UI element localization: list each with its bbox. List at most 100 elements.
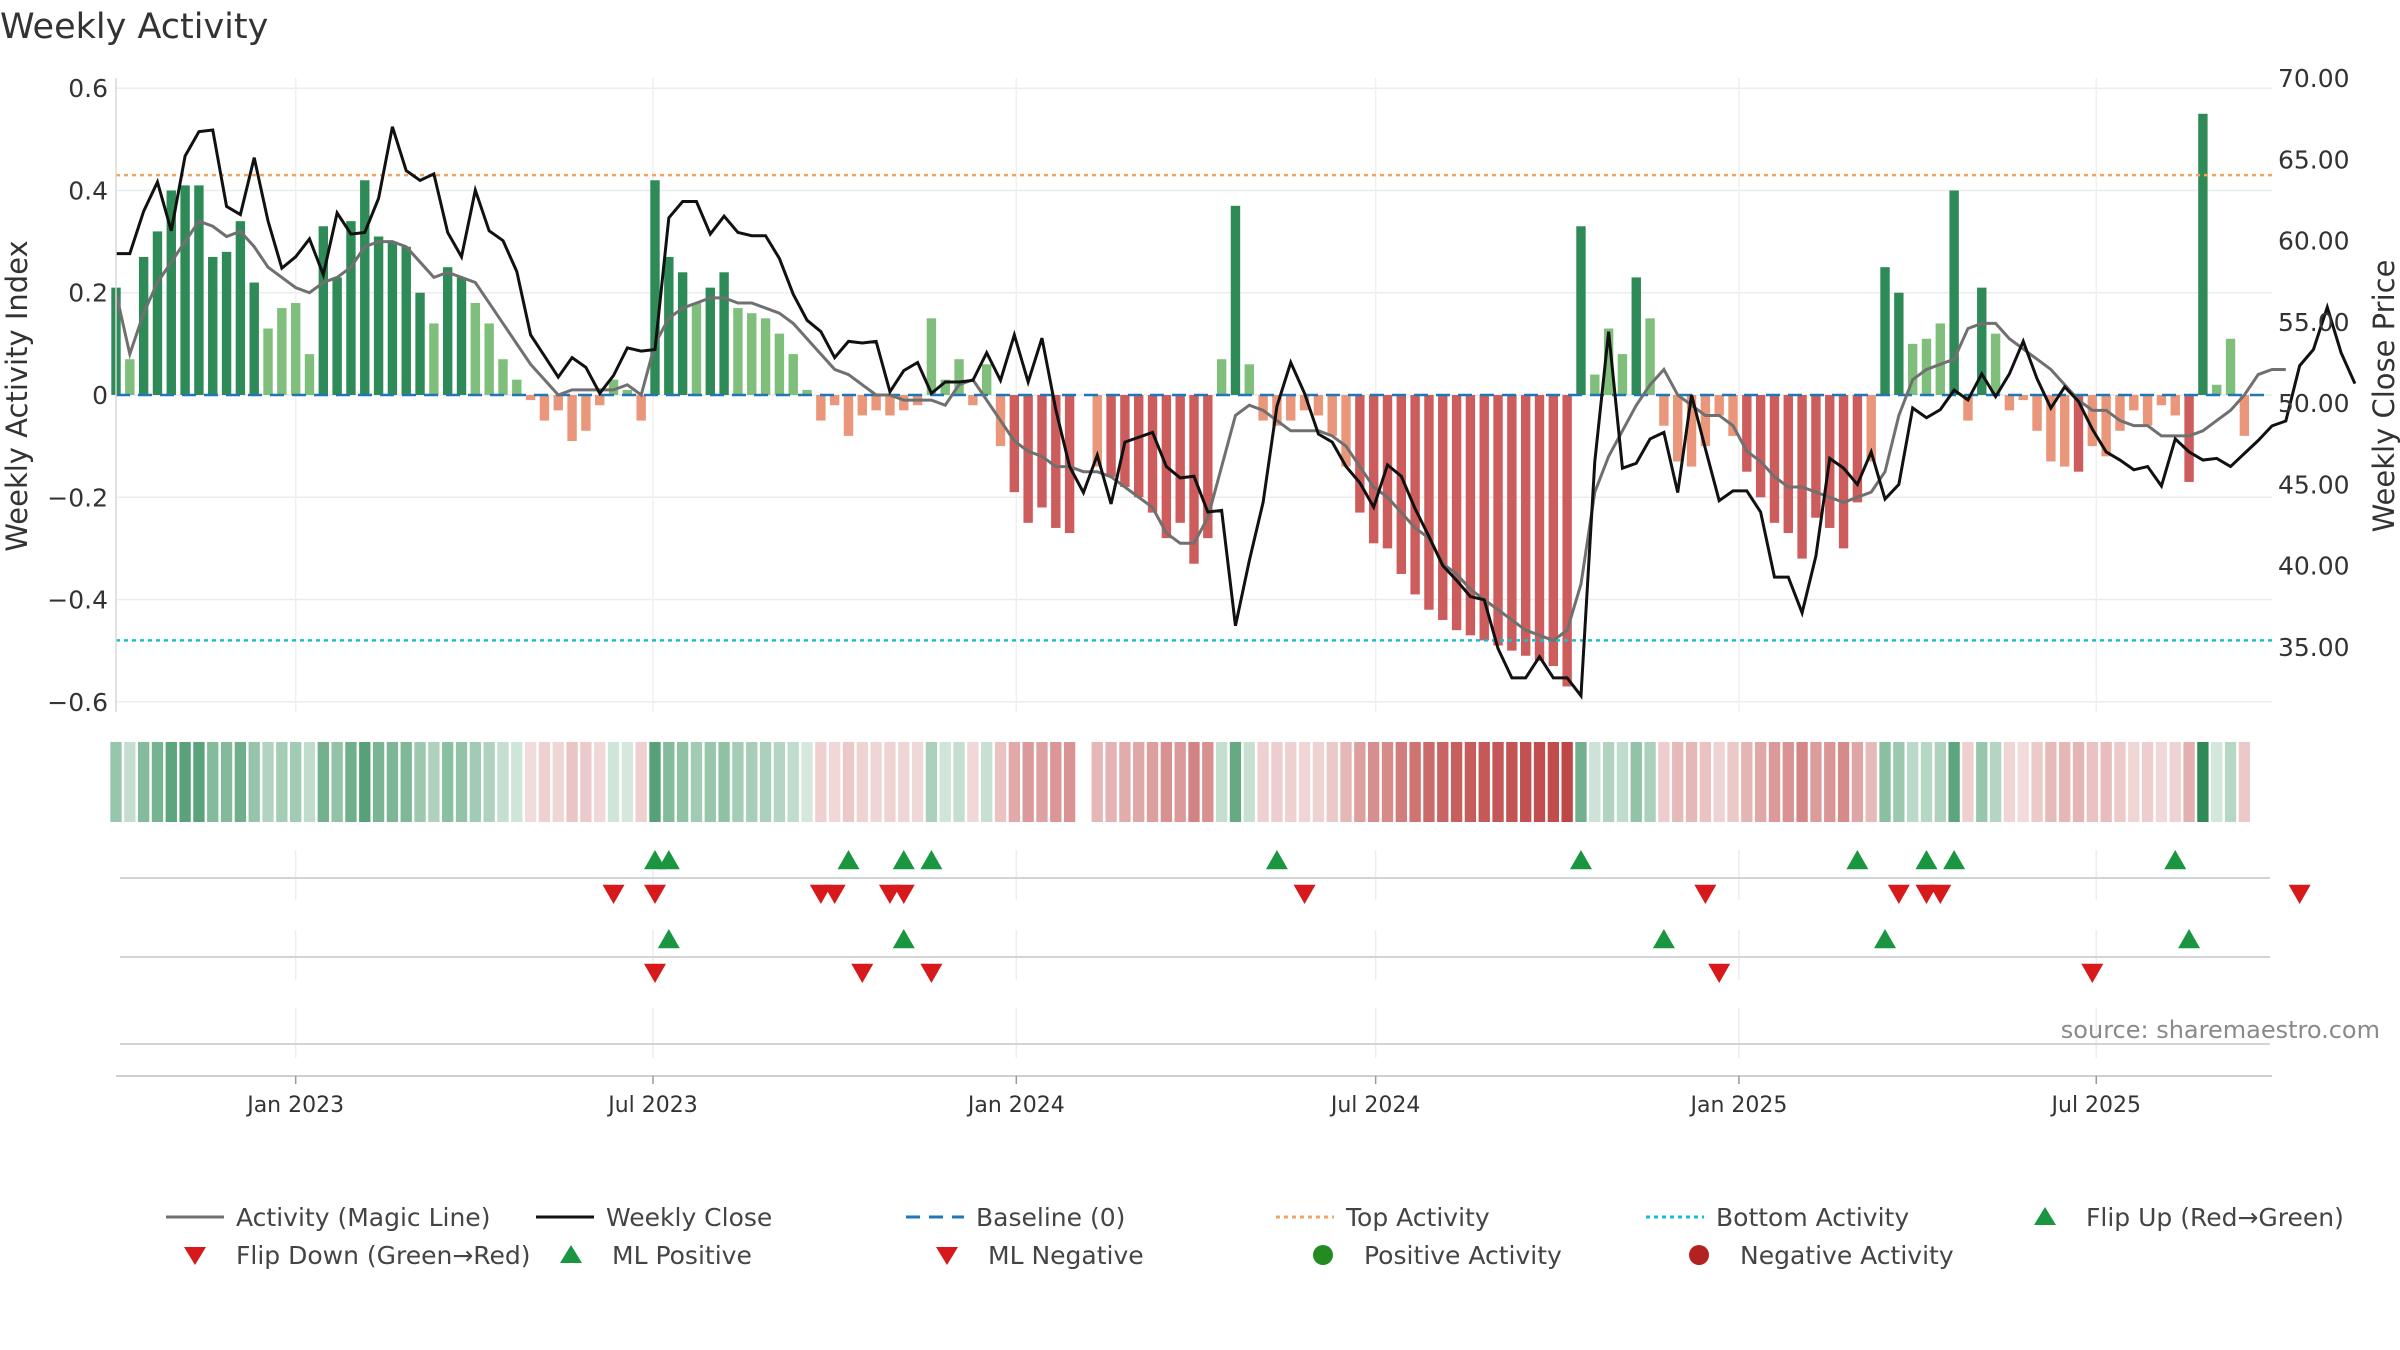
- strip-cell: [345, 742, 357, 822]
- legend-item-pos: Positive Activity: [1288, 1240, 1664, 1270]
- activity-bar: [1037, 395, 1047, 508]
- activity-bar: [1520, 395, 1531, 656]
- strip-cell: [511, 742, 523, 822]
- activity-bar: [221, 251, 232, 395]
- y-axis-left-label: Weekly Activity Index: [0, 240, 34, 551]
- strip-cell: [1368, 742, 1380, 822]
- activity-bar: [760, 318, 771, 395]
- flip-up-marker: [657, 850, 680, 870]
- strip-cell: [884, 742, 896, 822]
- strip-cell: [732, 742, 744, 822]
- activity-bar: [332, 277, 342, 395]
- activity-bar: [1852, 395, 1863, 503]
- flip-down-marker: [878, 884, 901, 904]
- activity-bar: [1949, 190, 1959, 395]
- flip-down-marker: [1694, 884, 1717, 904]
- strip-cell: [1063, 742, 1076, 822]
- activity-bar: [1410, 395, 1420, 595]
- activity-bar: [1728, 395, 1738, 436]
- strip-cell: [1851, 742, 1864, 822]
- activity-bar: [733, 308, 743, 395]
- strip-cell: [2114, 742, 2126, 822]
- strip-cell: [1450, 742, 1463, 822]
- legend-label: Activity (Magic Line): [236, 1202, 491, 1232]
- strip-cell: [2224, 742, 2237, 822]
- activity-bar: [2073, 395, 2084, 472]
- strip-cell: [1008, 742, 1020, 822]
- flip-up-marker: [920, 850, 943, 870]
- activity-bar: [1327, 395, 1337, 436]
- strip-cell: [1312, 742, 1325, 822]
- strip-cell: [1146, 742, 1159, 822]
- activity-bar: [747, 313, 757, 395]
- activity-bar: [2212, 384, 2222, 395]
- activity-bar: [1686, 395, 1697, 467]
- strip-cell: [2183, 742, 2195, 822]
- strip-cell: [1188, 742, 1200, 822]
- legend-label: ML Positive: [612, 1240, 752, 1270]
- activity-bar: [885, 395, 895, 416]
- activity-bar: [677, 272, 688, 395]
- strip-cell: [1160, 742, 1173, 822]
- activity-bar: [719, 272, 729, 395]
- x-tick-label: Jan 2023: [245, 1093, 344, 1118]
- activity-bar: [470, 302, 481, 395]
- activity-bar: [595, 395, 605, 406]
- strip-cell: [248, 742, 260, 822]
- activity-bar: [2170, 395, 2180, 416]
- activity-bar: [1797, 395, 1807, 559]
- legend-label: ML Negative: [988, 1240, 1144, 1270]
- legend-row: Flip Down (Green→Red) ML Positive ML Negat…: [160, 1236, 2380, 1274]
- flip-up-marker: [837, 850, 860, 870]
- activity-bar: [1286, 395, 1296, 421]
- strip-cell: [981, 742, 993, 822]
- activity-bar: [2101, 395, 2111, 457]
- x-tick-label: Jul 2024: [1329, 1093, 1421, 1118]
- strip-cell: [483, 742, 495, 822]
- activity-bar: [1866, 395, 1876, 462]
- strip-cell: [842, 742, 855, 822]
- strip-cell: [994, 742, 1007, 822]
- activity-bar: [1673, 395, 1683, 462]
- strip-cell: [1354, 742, 1366, 822]
- activity-bar: [138, 256, 149, 395]
- activity-bar: [1203, 395, 1213, 539]
- strip-cell: [207, 742, 219, 822]
- legend-item-magic: Activity (Magic Line): [160, 1202, 530, 1232]
- activity-bar: [843, 395, 854, 436]
- activity-bar: [2129, 395, 2139, 411]
- activity-bar: [1438, 395, 1448, 620]
- activity-bar: [1023, 395, 1033, 523]
- strip-cell: [925, 742, 938, 822]
- activity-bar: [1562, 395, 1572, 687]
- strip-cell: [151, 742, 164, 822]
- strip-cell: [1672, 742, 1684, 822]
- activity-bars: [111, 113, 2250, 687]
- activity-bar: [774, 333, 785, 395]
- activity-bar: [981, 364, 992, 395]
- strip-cell: [1727, 742, 1739, 822]
- strip-cell: [469, 742, 481, 822]
- strip-cell: [1022, 742, 1034, 822]
- activity-bar: [1921, 338, 1932, 395]
- strip-cell: [1796, 742, 1808, 822]
- flip-down-marker: [1887, 884, 1910, 904]
- legend-label: Flip Down (Green→Red): [236, 1240, 531, 1270]
- strip-cell: [1713, 742, 1725, 822]
- activity-bar: [1935, 323, 1946, 395]
- activity-bar: [1465, 395, 1476, 636]
- strip-cell: [1243, 742, 1255, 822]
- activity-bar: [1134, 395, 1144, 498]
- strip-cell: [234, 742, 247, 822]
- ml-positive-marker: [657, 929, 680, 949]
- activity-bar: [1700, 395, 1711, 447]
- strip-cell: [1229, 742, 1242, 822]
- activity-bar: [581, 395, 591, 431]
- strip-cell: [303, 742, 316, 822]
- y-right-tick-label: 65.00: [2278, 145, 2350, 174]
- strip-cell: [649, 742, 661, 822]
- strip-cell: [497, 742, 509, 822]
- y-right-tick-label: 50.00: [2278, 389, 2350, 418]
- strip-cell: [179, 742, 191, 822]
- ml-positive-marker: [892, 929, 915, 949]
